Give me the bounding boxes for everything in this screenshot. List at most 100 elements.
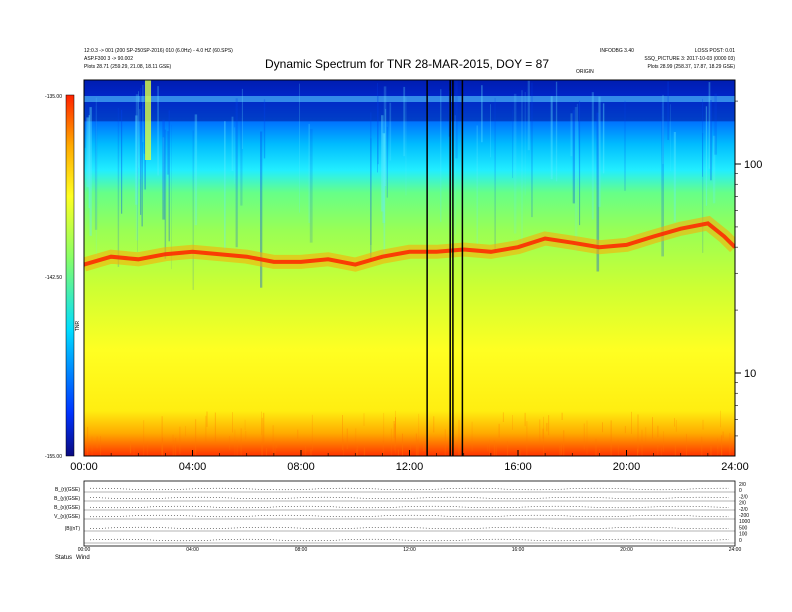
noise-streak (206, 411, 208, 427)
x-tick-label-0: 00:00 (70, 461, 98, 473)
streak (86, 117, 90, 188)
noise-streak (641, 429, 643, 456)
streak (377, 82, 378, 173)
noise-streak (236, 440, 238, 456)
noise-streak (720, 410, 721, 428)
header-left-line-3: Plots 28.71 (259.29, 21.08, 18.11 GSE) (84, 64, 172, 70)
noise-streak (172, 434, 174, 456)
streak (574, 107, 578, 251)
sub-right-label-1: 0 (739, 488, 742, 494)
x-tick-label-2: 08:00 (287, 461, 315, 473)
noise-streak (417, 439, 419, 456)
streak (673, 132, 676, 222)
streak (572, 110, 575, 204)
streak (521, 90, 523, 249)
sub-x-tick-label-1: 04:00 (186, 547, 199, 553)
noise-streak (261, 417, 263, 456)
noise-streak (493, 440, 495, 456)
noise-streak (559, 445, 561, 456)
sub-panel-frame (83, 480, 736, 547)
noise-streak (397, 449, 399, 456)
sub-row-label-3: V_{x}(GSE) (54, 514, 80, 520)
noise-streak (617, 440, 619, 456)
noise-streak (305, 445, 307, 456)
noise-streak (512, 415, 513, 430)
streak (143, 102, 146, 154)
noise-streak (495, 444, 497, 456)
streak (308, 123, 310, 223)
noise-streak (185, 426, 186, 437)
streak (602, 103, 605, 174)
streak (403, 86, 406, 157)
spectrogram (84, 80, 735, 456)
noise-streak (363, 447, 365, 456)
streak (171, 124, 172, 270)
noise-streak (146, 441, 148, 456)
streak (370, 112, 372, 262)
sub-right-label-4: -2/0 (739, 507, 748, 513)
noise-streak (563, 430, 565, 456)
sub-right-label-7: 500 (739, 525, 748, 531)
streak (440, 89, 442, 222)
streak (224, 121, 226, 250)
streak (476, 125, 478, 244)
spectrogram-background (84, 80, 735, 456)
colorbar-tick-top: -135.00 (45, 94, 62, 100)
chart-title: Dynamic Spectrum for TNR 28-MAR-2015, DO… (265, 57, 549, 71)
noise-streak (433, 416, 435, 433)
noise-streak (561, 443, 562, 455)
header-right-line-1: SSQ_PICTURE 3: 2017-10-03 (0000 03) (644, 56, 735, 62)
x-axis: 00:00 04:00 08:00 12:00 16:00 20:00 24:00 (70, 450, 749, 473)
noise-streak (395, 410, 396, 454)
noise-streak (444, 429, 446, 456)
streak (88, 115, 90, 208)
vertical-markers (426, 80, 464, 456)
noise-streak (363, 413, 365, 426)
streak (135, 115, 138, 205)
sub-right-label-9: 0 (739, 538, 742, 544)
streak (710, 100, 712, 181)
noise-streak (729, 432, 731, 456)
noise-streak (343, 439, 344, 456)
sub-x-tick-label-4: 16:00 (512, 547, 525, 553)
noise-streak (393, 421, 395, 438)
sub-row-trace-3 (90, 514, 729, 518)
radio-burst (145, 80, 152, 160)
sub-x-tick-label-3: 12:00 (403, 547, 416, 553)
y-tick-label-0: 100 (744, 159, 762, 171)
streak (139, 109, 141, 180)
streak (708, 82, 711, 169)
noise-streak (583, 423, 585, 450)
noise-streak (502, 412, 504, 422)
noise-streak (722, 431, 724, 439)
noise-streak (356, 449, 358, 456)
streak (235, 98, 238, 248)
noise-streak (356, 445, 358, 456)
streak (454, 115, 456, 235)
sub-x-tick-label-2: 08:00 (295, 547, 308, 553)
streak (661, 102, 664, 257)
streak (241, 88, 243, 149)
streak (712, 135, 716, 204)
noise-streak (130, 441, 132, 454)
streak (140, 88, 142, 215)
streak (299, 83, 300, 213)
footer-wind-label: Wind (76, 555, 90, 561)
noise-streak (645, 427, 647, 445)
noise-streak (161, 416, 163, 455)
noise-streak (342, 415, 343, 450)
noise-streak (721, 449, 723, 456)
streak (157, 86, 159, 176)
noise-streak (471, 421, 473, 452)
streak (386, 126, 388, 198)
sub-panels: B_{r}(GSE) B_{y}(GSE) B_{x}(GSE) V_{x}(GSE)… (54, 480, 750, 561)
sub-right-label-2: -2/0 (739, 494, 748, 500)
x-tick-label-1: 04:00 (179, 461, 207, 473)
header-mid-label: ORIGIN (576, 69, 594, 75)
streak (164, 129, 167, 259)
streak (527, 80, 530, 151)
streak (524, 92, 526, 196)
spectrogram-streaks (84, 80, 735, 456)
x-tick-label-5: 20:00 (613, 461, 641, 473)
noise-streak (133, 445, 135, 456)
